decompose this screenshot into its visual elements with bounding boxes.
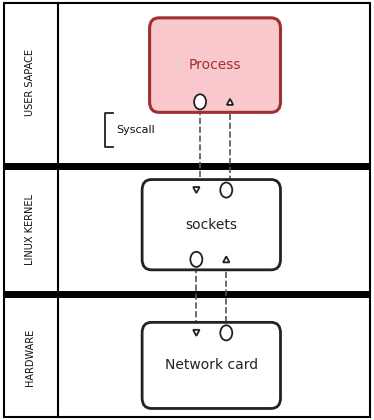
Ellipse shape [194,94,206,109]
Polygon shape [193,330,200,336]
Polygon shape [227,99,233,105]
Ellipse shape [220,182,232,198]
Text: sockets: sockets [185,218,237,232]
Text: USER SAPACE: USER SAPACE [25,50,35,116]
Ellipse shape [220,325,232,340]
Ellipse shape [190,252,202,267]
Text: HARDWARE: HARDWARE [25,328,35,386]
Text: Network card: Network card [165,358,258,373]
Text: Process: Process [189,58,241,72]
FancyBboxPatch shape [142,179,280,270]
FancyBboxPatch shape [142,323,280,408]
Text: Syscall: Syscall [117,125,156,135]
Polygon shape [193,187,200,193]
Text: LINUX KERNEL: LINUX KERNEL [25,194,35,265]
FancyBboxPatch shape [150,18,280,112]
Polygon shape [223,256,230,262]
